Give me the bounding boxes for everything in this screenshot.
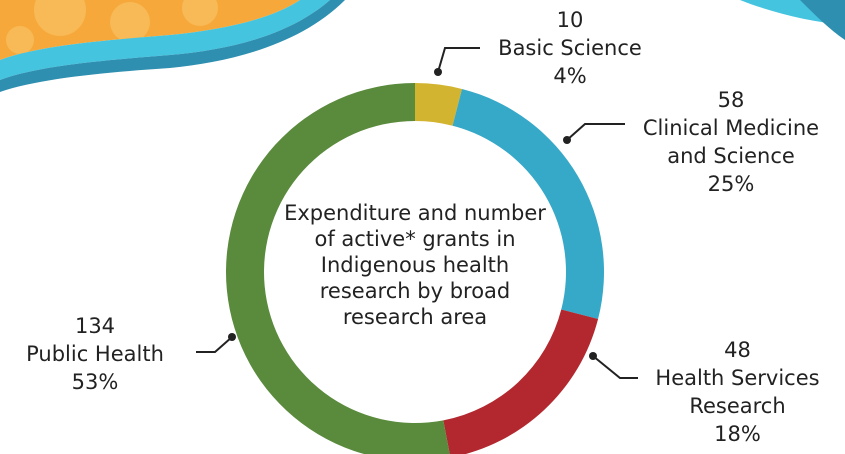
- percent-label: 25%: [620, 170, 842, 198]
- count-label: 48: [630, 336, 845, 364]
- percent-label: 53%: [0, 368, 190, 396]
- category-label: Clinical Medicine and Science: [620, 114, 842, 170]
- dark-wave: [800, 0, 845, 40]
- leader-dot: [228, 333, 236, 341]
- percent-label: 18%: [630, 420, 845, 448]
- center-text: Expenditure and number of active* grants…: [284, 200, 546, 330]
- category-label: Public Health: [0, 340, 190, 368]
- leader-dot: [563, 136, 571, 144]
- page: Expenditure and number of active* grants…: [0, 0, 845, 454]
- decoration: [0, 0, 845, 92]
- category-label: Health Services Research: [630, 364, 845, 420]
- category-label: Basic Science: [470, 34, 670, 62]
- leader-line: [196, 337, 232, 352]
- leader-dot: [434, 68, 442, 76]
- donut-segment: [443, 310, 598, 454]
- leader-dot: [589, 352, 597, 360]
- count-label: 134: [0, 312, 190, 340]
- leader-line: [567, 124, 625, 140]
- count-label: 58: [620, 86, 842, 114]
- dot-decor: [6, 26, 34, 54]
- count-label: 10: [470, 6, 670, 34]
- dot-decor: [110, 2, 150, 42]
